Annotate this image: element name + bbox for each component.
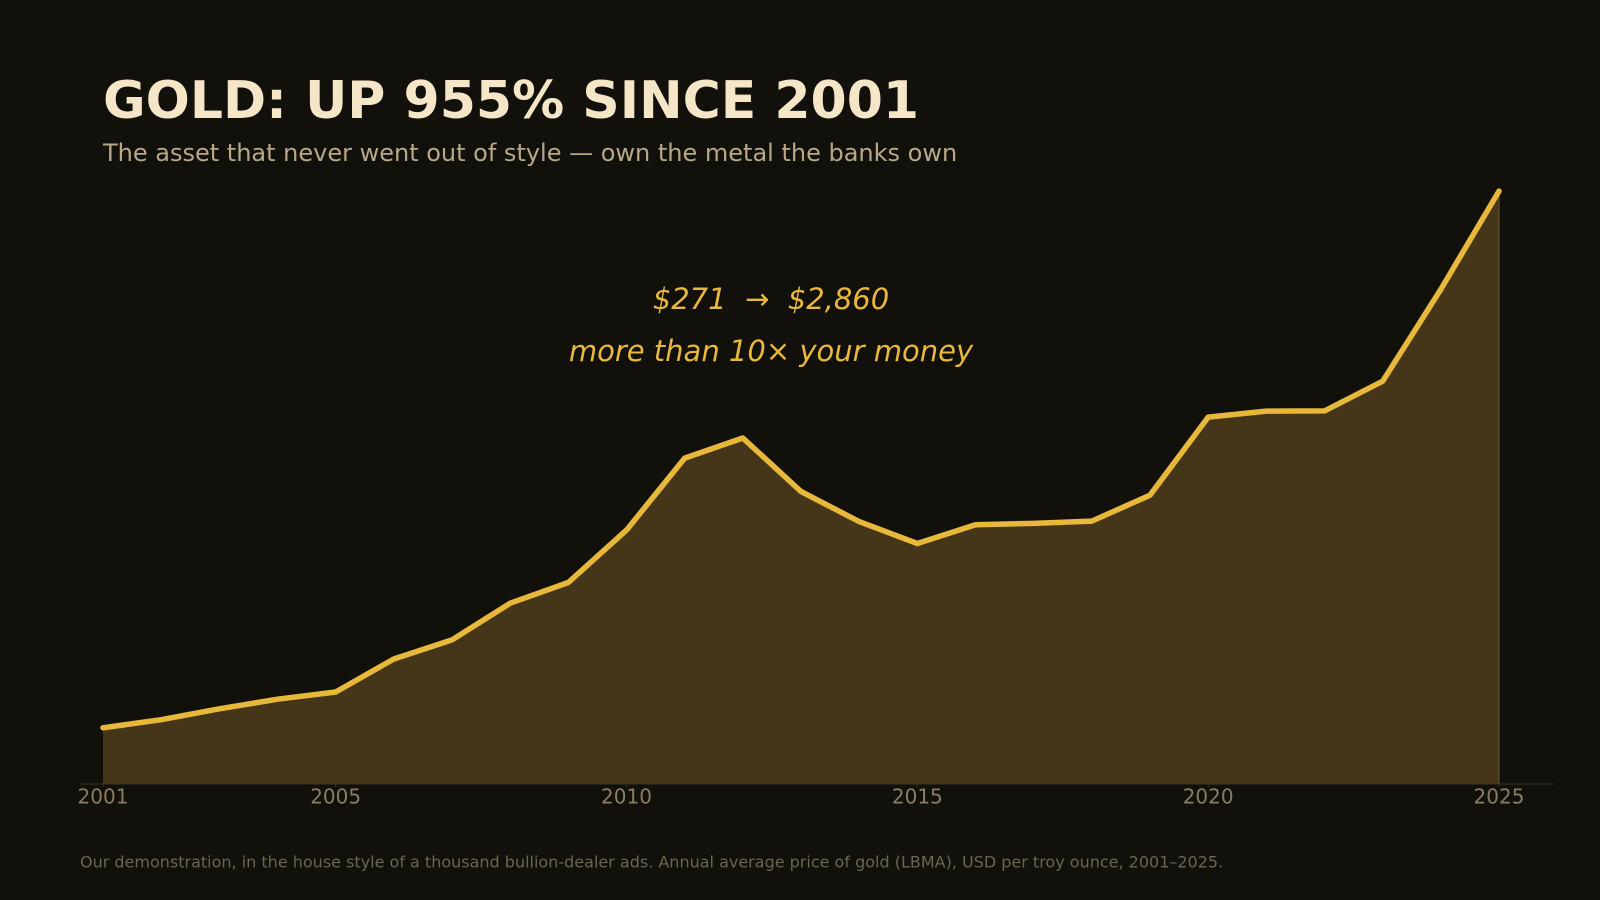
x-tick-label: 2001 — [78, 785, 129, 809]
x-tick-label: 2010 — [601, 785, 652, 809]
x-tick-label: 2020 — [1183, 785, 1234, 809]
chart-title: GOLD: UP 955% SINCE 2001 — [103, 71, 919, 131]
annotation: more than 10× your money — [569, 334, 974, 368]
x-tick-label: 2005 — [310, 785, 361, 809]
annotation: $271 → $2,860 — [653, 282, 889, 316]
chart-subtitle: The asset that never went out of style —… — [102, 139, 957, 167]
x-tick-label: 2025 — [1474, 785, 1525, 809]
x-tick-label: 2015 — [892, 785, 943, 809]
area-fill — [103, 191, 1499, 785]
footnote: Our demonstration, in the house style of… — [80, 853, 1223, 872]
line — [100, 188, 1502, 731]
